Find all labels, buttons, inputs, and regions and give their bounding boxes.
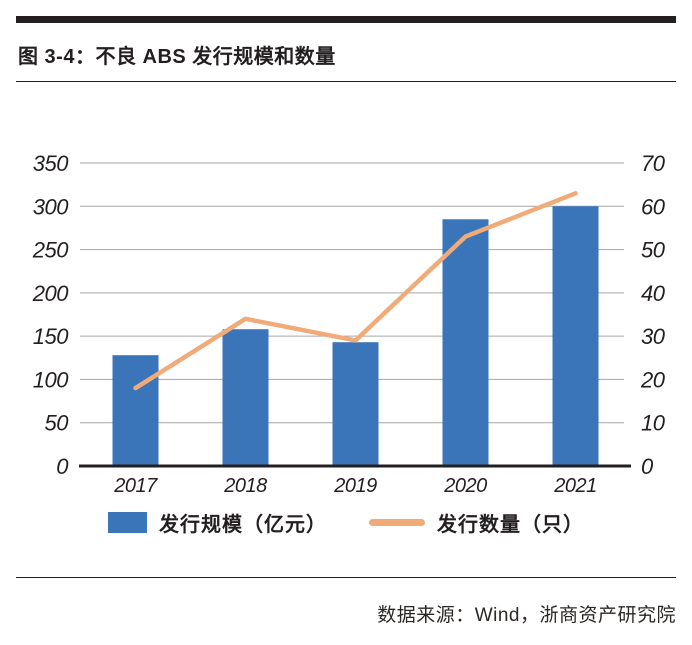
x-axis-label-2018: 2018 bbox=[223, 475, 267, 497]
bar-2018 bbox=[222, 329, 269, 466]
left-axis-tick: 300 bbox=[33, 194, 69, 219]
left-axis-tick: 200 bbox=[32, 281, 69, 306]
x-axis-label-2020: 2020 bbox=[443, 475, 487, 497]
count-line-series bbox=[133, 191, 578, 391]
right-axis-tick: 10 bbox=[641, 411, 666, 436]
bar-2019 bbox=[332, 342, 379, 466]
right-axis-tick: 70 bbox=[641, 151, 666, 176]
bar-2020 bbox=[442, 219, 489, 466]
x-axis-label-2019: 2019 bbox=[333, 475, 377, 497]
figure-title: 图 3-4：不良 ABS 发行规模和数量 bbox=[18, 46, 336, 68]
bar-series-label: 发行规模（亿元） bbox=[159, 514, 327, 536]
line-series-label: 发行数量（只） bbox=[437, 514, 584, 536]
left-axis-tick: 50 bbox=[45, 411, 70, 436]
bar-series-swatch bbox=[108, 512, 147, 533]
legend-item-scale: 发行规模（亿元） bbox=[108, 508, 327, 537]
left-axis-tick: 100 bbox=[33, 367, 69, 392]
data-source: 数据来源：Wind，浙商资产研究院 bbox=[377, 605, 676, 626]
line-series-swatch bbox=[369, 519, 425, 526]
x-axis-label-2017: 2017 bbox=[113, 475, 158, 497]
right-axis-tick: 30 bbox=[641, 324, 666, 349]
legend-item-count: 发行数量（只） bbox=[369, 508, 584, 537]
right-axis-tick: 60 bbox=[641, 194, 666, 219]
bar-2017 bbox=[112, 355, 159, 466]
right-axis-tick: 40 bbox=[641, 281, 666, 306]
top-accent-bar bbox=[16, 16, 676, 23]
left-axis-tick: 150 bbox=[33, 324, 69, 349]
title-divider bbox=[16, 81, 676, 82]
bar-2021 bbox=[552, 206, 599, 467]
x-axis-label-2021: 2021 bbox=[553, 475, 597, 497]
right-axis-tick: 0 bbox=[641, 454, 654, 479]
left-axis-tick: 250 bbox=[32, 238, 69, 263]
source-divider bbox=[16, 577, 676, 578]
left-axis-tick: 0 bbox=[56, 454, 69, 479]
right-axis-tick: 50 bbox=[641, 238, 666, 263]
chart-legend: 发行规模（亿元） 发行数量（只） bbox=[0, 508, 692, 537]
right-axis-tick: 20 bbox=[640, 367, 666, 392]
left-axis-tick: 350 bbox=[33, 151, 69, 176]
